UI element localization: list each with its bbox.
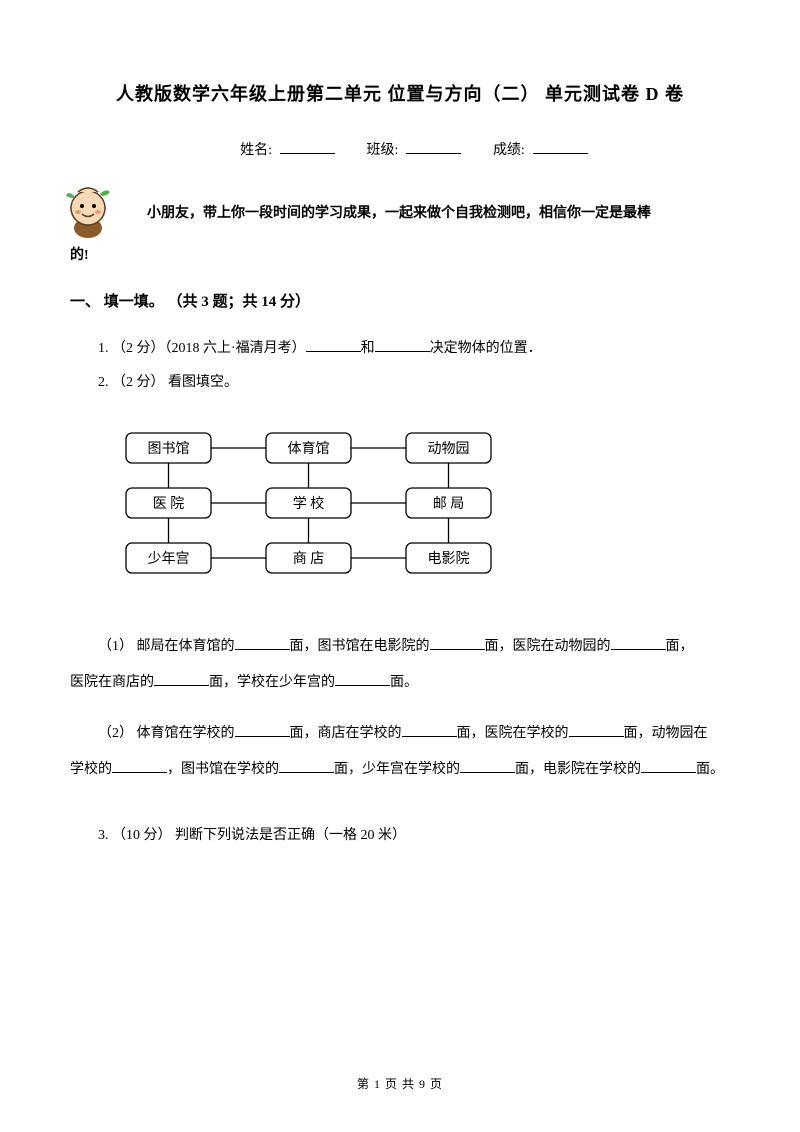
question-2-2-cont: 学校的 ，图书馆在学校的 面，少年宫在学校的 面，电影院在学校的 面。 (70, 752, 730, 788)
q1-prefix: 1. （2 分）（2018 六上·福清月考） (98, 341, 306, 356)
question-2: 2. （2 分） 看图填空。 (98, 366, 730, 400)
diagram-label-gym: 体育馆 (288, 441, 330, 457)
diagram-label-cinema: 电影院 (428, 551, 470, 567)
q1-blank-2[interactable] (375, 337, 430, 352)
page: 人教版数学六年级上册第二单元 位置与方向（二） 单元测试卷 D 卷 姓名: 班级… (0, 0, 800, 1132)
q22-blank-7[interactable] (641, 758, 696, 773)
question-2-1-cont: 医院在商店的 面，学校在少年宫的 面。 (70, 665, 730, 701)
q22-c: 面，医院在学校的 (457, 726, 569, 741)
diagram-label-youth: 少年宫 (148, 551, 190, 567)
diagram-label-school: 学 校 (293, 495, 325, 512)
q22-d: 面，动物园在 (624, 726, 708, 741)
q21-e: 医院在商店的 (70, 675, 154, 690)
q22-blank-3[interactable] (569, 722, 624, 737)
page-footer: 第 1 页 共 9 页 (0, 1075, 800, 1094)
q22-i: 面。 (696, 762, 724, 777)
question-1: 1. （2 分）（2018 六上·福清月考） 和 决定物体的位置． (98, 332, 730, 366)
diagram-svg: 图书馆 体育馆 动物园医 院 学 校 邮 局少年宫 商 店 电影院 (106, 418, 506, 593)
q21-blank-4[interactable] (154, 671, 209, 686)
q1-blank-1[interactable] (306, 337, 361, 352)
question-2-2: （2） 体育馆在学校的 面，商店在学校的 面，医院在学校的 面，动物园在 (98, 716, 730, 752)
q21-blank-5[interactable] (335, 671, 390, 686)
q22-g: 面，少年宫在学校的 (334, 762, 460, 777)
q21-g: 面。 (390, 675, 418, 690)
page-title: 人教版数学六年级上册第二单元 位置与方向（二） 单元测试卷 D 卷 (70, 80, 730, 109)
encourage-text-1: 小朋友，带上你一段时间的学习成果，一起来做个自我检测吧，相信你一定是最棒 (70, 197, 730, 231)
q21-blank-2[interactable] (430, 635, 485, 650)
diagram-label-post: 邮 局 (433, 496, 465, 512)
q22-blank-2[interactable] (402, 722, 457, 737)
q22-blank-5[interactable] (279, 758, 334, 773)
class-label: 班级: (367, 143, 399, 158)
mascot-icon (60, 182, 120, 242)
q1-suffix: 决定物体的位置． (430, 341, 542, 356)
encourage-text-2: 的! (70, 239, 730, 273)
name-blank[interactable] (280, 139, 335, 154)
q1-mid: 和 (361, 341, 375, 356)
section-1-heading: 一、 填一填。 （共 3 题；共 14 分） (70, 290, 730, 314)
q22-e: 学校的 (70, 762, 112, 777)
diagram-label-hospital: 医 院 (153, 496, 185, 512)
q21-blank-1[interactable] (235, 635, 290, 650)
info-line: 姓名: 班级: 成绩: (70, 139, 730, 162)
q22-b: 面，商店在学校的 (290, 726, 402, 741)
diagram-label-shop: 商 店 (293, 551, 325, 567)
question-2-1: （1） 邮局在体育馆的 面，图书馆在电影院的 面，医院在动物园的 面， (98, 629, 730, 665)
q21-a: （1） 邮局在体育馆的 (98, 639, 235, 654)
q22-a: （2） 体育馆在学校的 (98, 726, 235, 741)
location-diagram: 图书馆 体育馆 动物园医 院 学 校 邮 局少年宫 商 店 电影院 (106, 418, 730, 601)
q22-blank-6[interactable] (460, 758, 515, 773)
diagram-label-library: 图书馆 (148, 441, 190, 457)
mascot-row: 小朋友，带上你一段时间的学习成果，一起来做个自我检测吧，相信你一定是最棒 (70, 197, 730, 231)
diagram-label-zoo: 动物园 (428, 441, 470, 457)
q22-f: ，图书馆在学校的 (167, 762, 279, 777)
score-label: 成绩: (493, 143, 525, 158)
q22-blank-4[interactable] (112, 758, 167, 773)
q21-b: 面，图书馆在电影院的 (290, 639, 430, 654)
q22-blank-1[interactable] (235, 722, 290, 737)
class-blank[interactable] (406, 139, 461, 154)
question-3: 3. （10 分） 判断下列说法是否正确（一格 20 米） (98, 819, 730, 853)
q21-f: 面，学校在少年宫的 (209, 675, 335, 690)
q21-d: 面， (666, 639, 694, 654)
q21-c: 面，医院在动物园的 (485, 639, 611, 654)
q22-h: 面，电影院在学校的 (515, 762, 641, 777)
score-blank[interactable] (533, 139, 588, 154)
q21-blank-3[interactable] (611, 635, 666, 650)
name-label: 姓名: (240, 143, 272, 158)
